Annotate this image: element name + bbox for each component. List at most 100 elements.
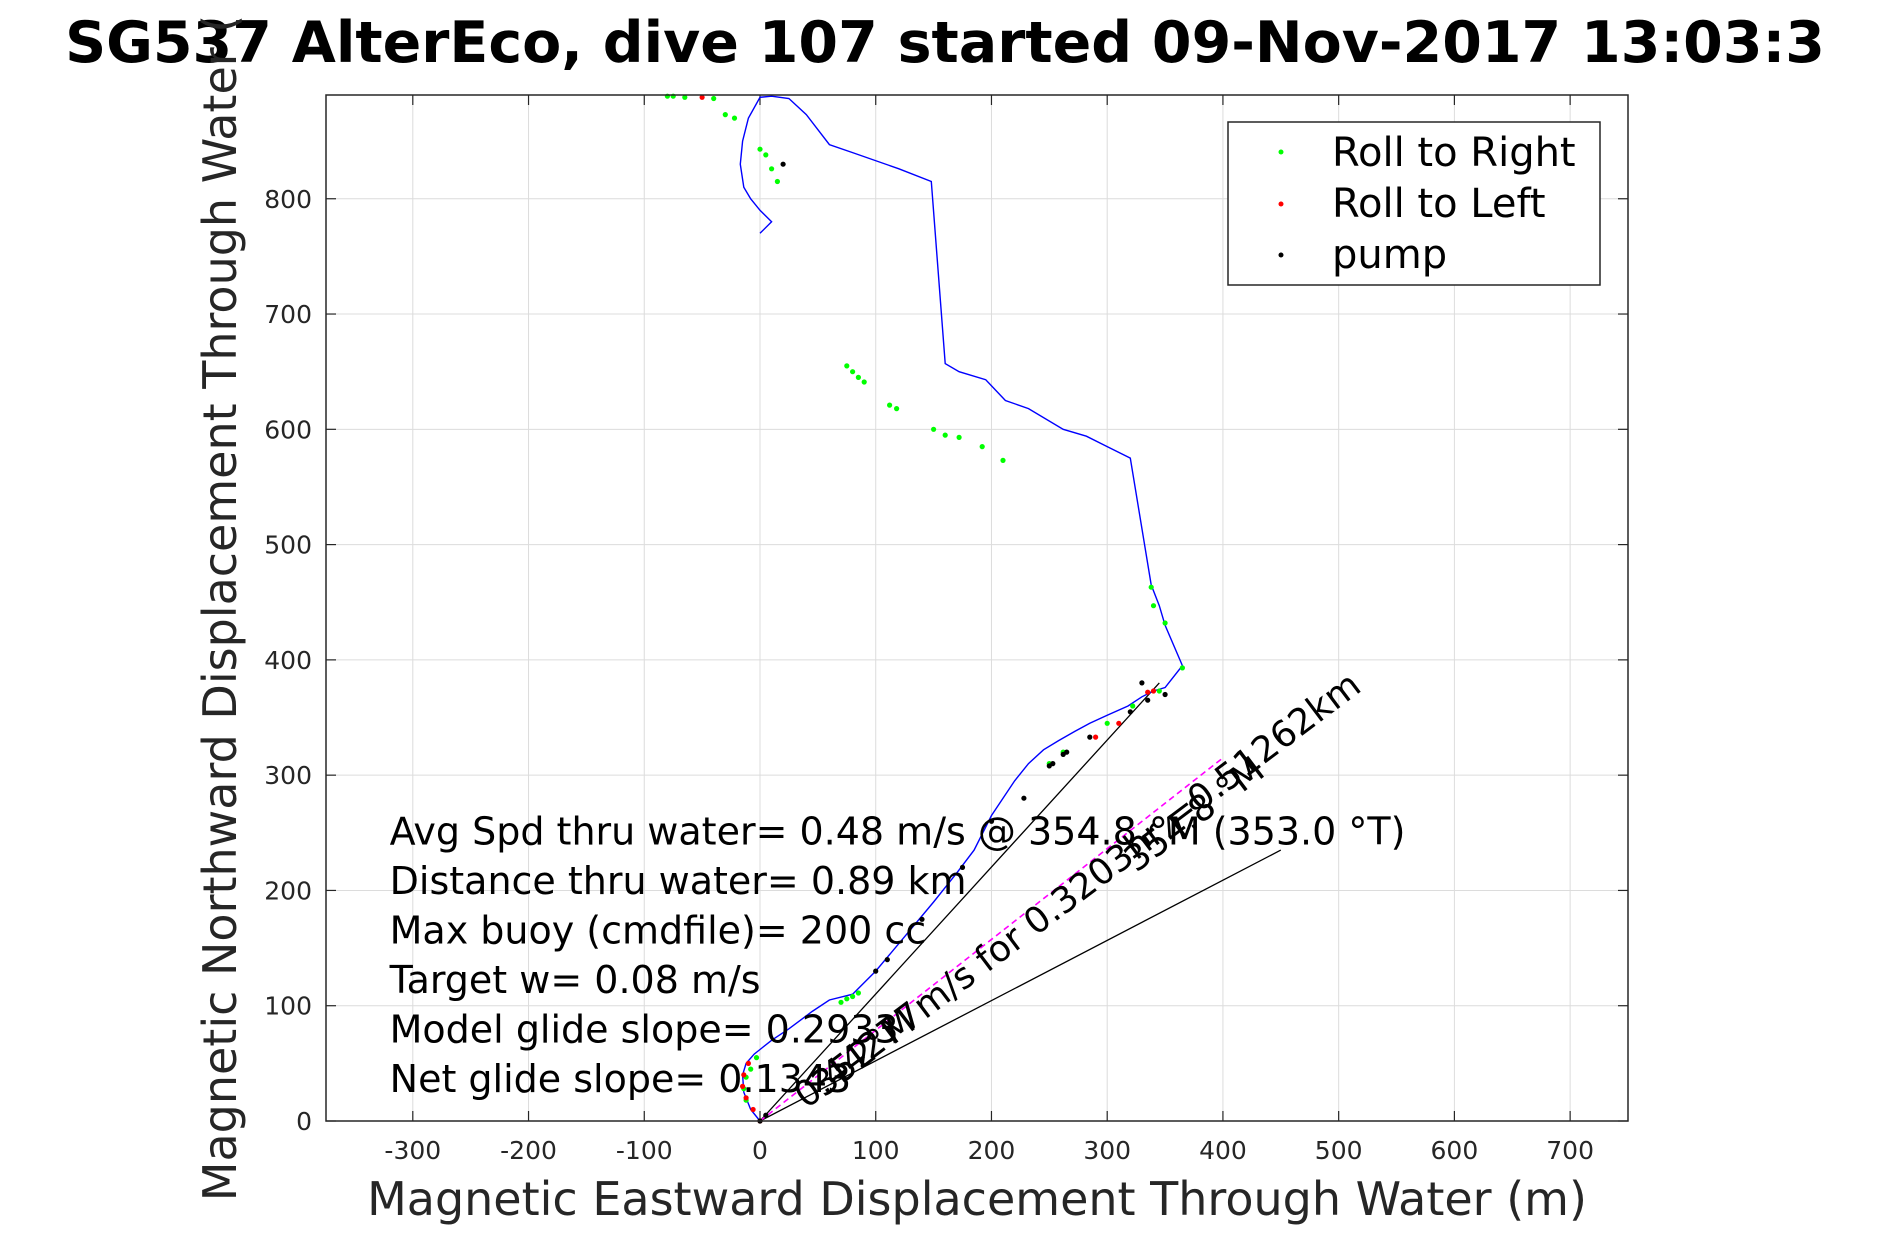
- pump-point: [873, 968, 879, 974]
- roll-right-point: [855, 990, 862, 996]
- pump-point: [1050, 761, 1056, 767]
- y-tick-label: 500: [264, 531, 312, 560]
- roll-right-point: [753, 1055, 760, 1061]
- x-tick-label: 700: [1546, 1136, 1594, 1165]
- stat-annotation: Target w= 0.08 m/s: [389, 958, 761, 1002]
- roll-right-point: [850, 369, 856, 375]
- roll-left-point: [699, 94, 705, 100]
- y-tick-label: 0: [296, 1107, 312, 1136]
- roll-right-point: [979, 444, 985, 450]
- roll-right-point: [774, 178, 781, 185]
- roll-right-point: [711, 95, 717, 102]
- legend-marker-roll-right: [1278, 149, 1284, 155]
- x-tick-label: -200: [500, 1136, 557, 1165]
- pump-point: [1127, 709, 1133, 715]
- legend-label-roll-right: Roll to Right: [1332, 130, 1576, 176]
- x-tick-label: 100: [852, 1136, 900, 1165]
- legend-label-pump: pump: [1332, 232, 1447, 278]
- roll-right-point: [942, 432, 948, 438]
- roll-right-point: [931, 426, 937, 432]
- x-tick-label: 600: [1431, 1136, 1479, 1165]
- pump-point: [1064, 749, 1070, 755]
- series: [739, 95, 1282, 1122]
- pump-point: [988, 818, 995, 824]
- stat-annotation: Max buoy (cmdfile)= 200 cc: [390, 908, 927, 952]
- pump-point: [919, 916, 925, 922]
- roll-right-point: [1156, 688, 1162, 694]
- course-vector-line: [759, 849, 1282, 1122]
- roll-right-point: [1104, 720, 1110, 726]
- roll-right-point: [1000, 457, 1006, 463]
- x-tick-label: 0: [752, 1136, 768, 1165]
- y-tick-label: 200: [264, 876, 312, 905]
- roll-right-point: [731, 115, 738, 121]
- roll-right-point: [1130, 703, 1136, 709]
- y-tick-label: 300: [264, 761, 312, 790]
- x-tick-label: 300: [1083, 1136, 1131, 1165]
- roll-left-point: [741, 1072, 747, 1078]
- roll-right-point: [748, 1066, 754, 1072]
- roll-right-point: [1150, 603, 1157, 609]
- course-vector-line: [759, 682, 1160, 1122]
- stat-annotation: Net glide slope= 0.1343: [390, 1057, 852, 1101]
- roll-left-point: [745, 1060, 752, 1066]
- legend-marker-pump: [1278, 252, 1284, 258]
- roll-right-point: [763, 152, 769, 158]
- stat-annotation: Distance thru water= 0.89 km: [390, 859, 967, 903]
- stat-annotation: Model glide slope= 0.2933: [390, 1008, 899, 1052]
- pump-point: [884, 957, 890, 963]
- roll-left-point: [740, 1083, 746, 1089]
- roll-right-point: [894, 406, 900, 412]
- roll-left-point: [750, 1106, 756, 1113]
- pump-point: [780, 161, 786, 167]
- pump-point: [763, 1112, 769, 1118]
- y-tick-label: 700: [264, 300, 312, 329]
- pump-point: [1087, 734, 1093, 740]
- roll-left-point: [743, 1095, 749, 1101]
- roll-right-point: [861, 379, 867, 385]
- net-displacement-line: [759, 757, 1224, 1122]
- y-axis-label: Magnetic Northward Displacement Through …: [193, 15, 247, 1201]
- pump-point: [1162, 691, 1168, 698]
- pump-point: [959, 864, 966, 871]
- roll-left-point: [1145, 689, 1151, 695]
- y-tick-label: 400: [264, 646, 312, 675]
- roll-right-point: [769, 166, 775, 172]
- roll-right-point: [855, 374, 862, 380]
- legend-label-roll-left: Roll to Left: [1332, 181, 1546, 227]
- roll-right-point: [722, 112, 728, 118]
- roll-right-point: [956, 434, 962, 440]
- pump-point: [1145, 697, 1151, 703]
- x-tick-label: 200: [968, 1136, 1016, 1165]
- legend: Roll to Right Roll to Left pump: [1227, 121, 1601, 286]
- stat-annotation: Avg Spd thru water= 0.48 m/s @ 354.8 °M …: [390, 809, 1406, 853]
- roll-right-point: [1148, 584, 1154, 590]
- y-tick-labels: 0 100 200 300 400 500 600 700 800: [264, 185, 312, 1136]
- x-tick-label: 400: [1199, 1136, 1247, 1165]
- x-tick-labels: -300 -200 -100 0 100 200 300 400 500 600 700: [384, 1136, 1594, 1165]
- roll-right-point: [1162, 620, 1168, 626]
- roll-left-point: [1150, 688, 1157, 694]
- pump-point: [1139, 680, 1145, 686]
- roll-right-point: [844, 996, 850, 1002]
- legend-marker-roll-left: [1278, 201, 1284, 207]
- roll-right-point: [1179, 665, 1185, 671]
- x-tick-label: -100: [616, 1136, 673, 1165]
- x-axis-label: Magnetic Eastward Displacement Through W…: [367, 1172, 1587, 1226]
- roll-right-point: [850, 993, 856, 1000]
- pump-point: [1021, 795, 1027, 801]
- track-line: [739, 95, 1184, 1122]
- y-tick-label: 100: [264, 992, 312, 1021]
- roll-left-point: [1116, 720, 1122, 726]
- roll-right-point: [682, 94, 688, 100]
- x-tick-label: -300: [384, 1136, 441, 1165]
- x-tick-label: 500: [1315, 1136, 1363, 1165]
- chart-title: SG537 AlterEco, dive 107 started 09-Nov-…: [65, 10, 1825, 76]
- roll-right-point: [838, 999, 844, 1005]
- roll-left-point: [1093, 734, 1099, 740]
- plot-frame: [325, 94, 1629, 1122]
- roll-right-point: [887, 402, 893, 408]
- y-tick-label: 600: [264, 415, 312, 444]
- legend-box: [1227, 121, 1601, 286]
